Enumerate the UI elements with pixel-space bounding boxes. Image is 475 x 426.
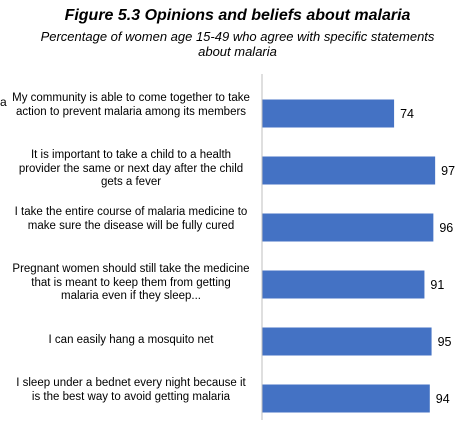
data-label-2: 96	[439, 221, 453, 235]
category-label-5: I sleep under a bednet every night becau…	[16, 377, 246, 403]
category-label-4: I can easily hang a mosquito net	[48, 333, 214, 346]
left-edge-fragment: a	[0, 95, 7, 109]
category-label-1: It is important to take a child to a hea…	[18, 149, 244, 189]
bar-4	[262, 327, 432, 356]
data-label-0: 74	[400, 107, 414, 121]
data-label-3: 91	[430, 278, 444, 292]
category-label-0: My community is able to come together to…	[12, 92, 250, 118]
data-labels-group: 74 97 96 91 95 94	[400, 107, 455, 406]
data-label-5: 94	[436, 392, 450, 406]
bar-1	[262, 156, 436, 185]
data-label-1: 97	[441, 164, 455, 178]
chart-title: Figure 5.3 Opinions and beliefs about ma…	[64, 7, 411, 24]
bars-group	[262, 99, 436, 413]
bar-3	[262, 270, 425, 299]
bar-5	[262, 384, 430, 413]
bar-2	[262, 213, 434, 242]
data-label-4: 95	[438, 335, 452, 349]
bar-0	[262, 99, 395, 128]
category-label-2: I take the entire course of malaria medi…	[14, 206, 248, 232]
chart-subtitle: Percentage of women age 15-49 who agree …	[40, 29, 435, 59]
category-label-3: Pregnant women should still take the med…	[12, 263, 250, 303]
